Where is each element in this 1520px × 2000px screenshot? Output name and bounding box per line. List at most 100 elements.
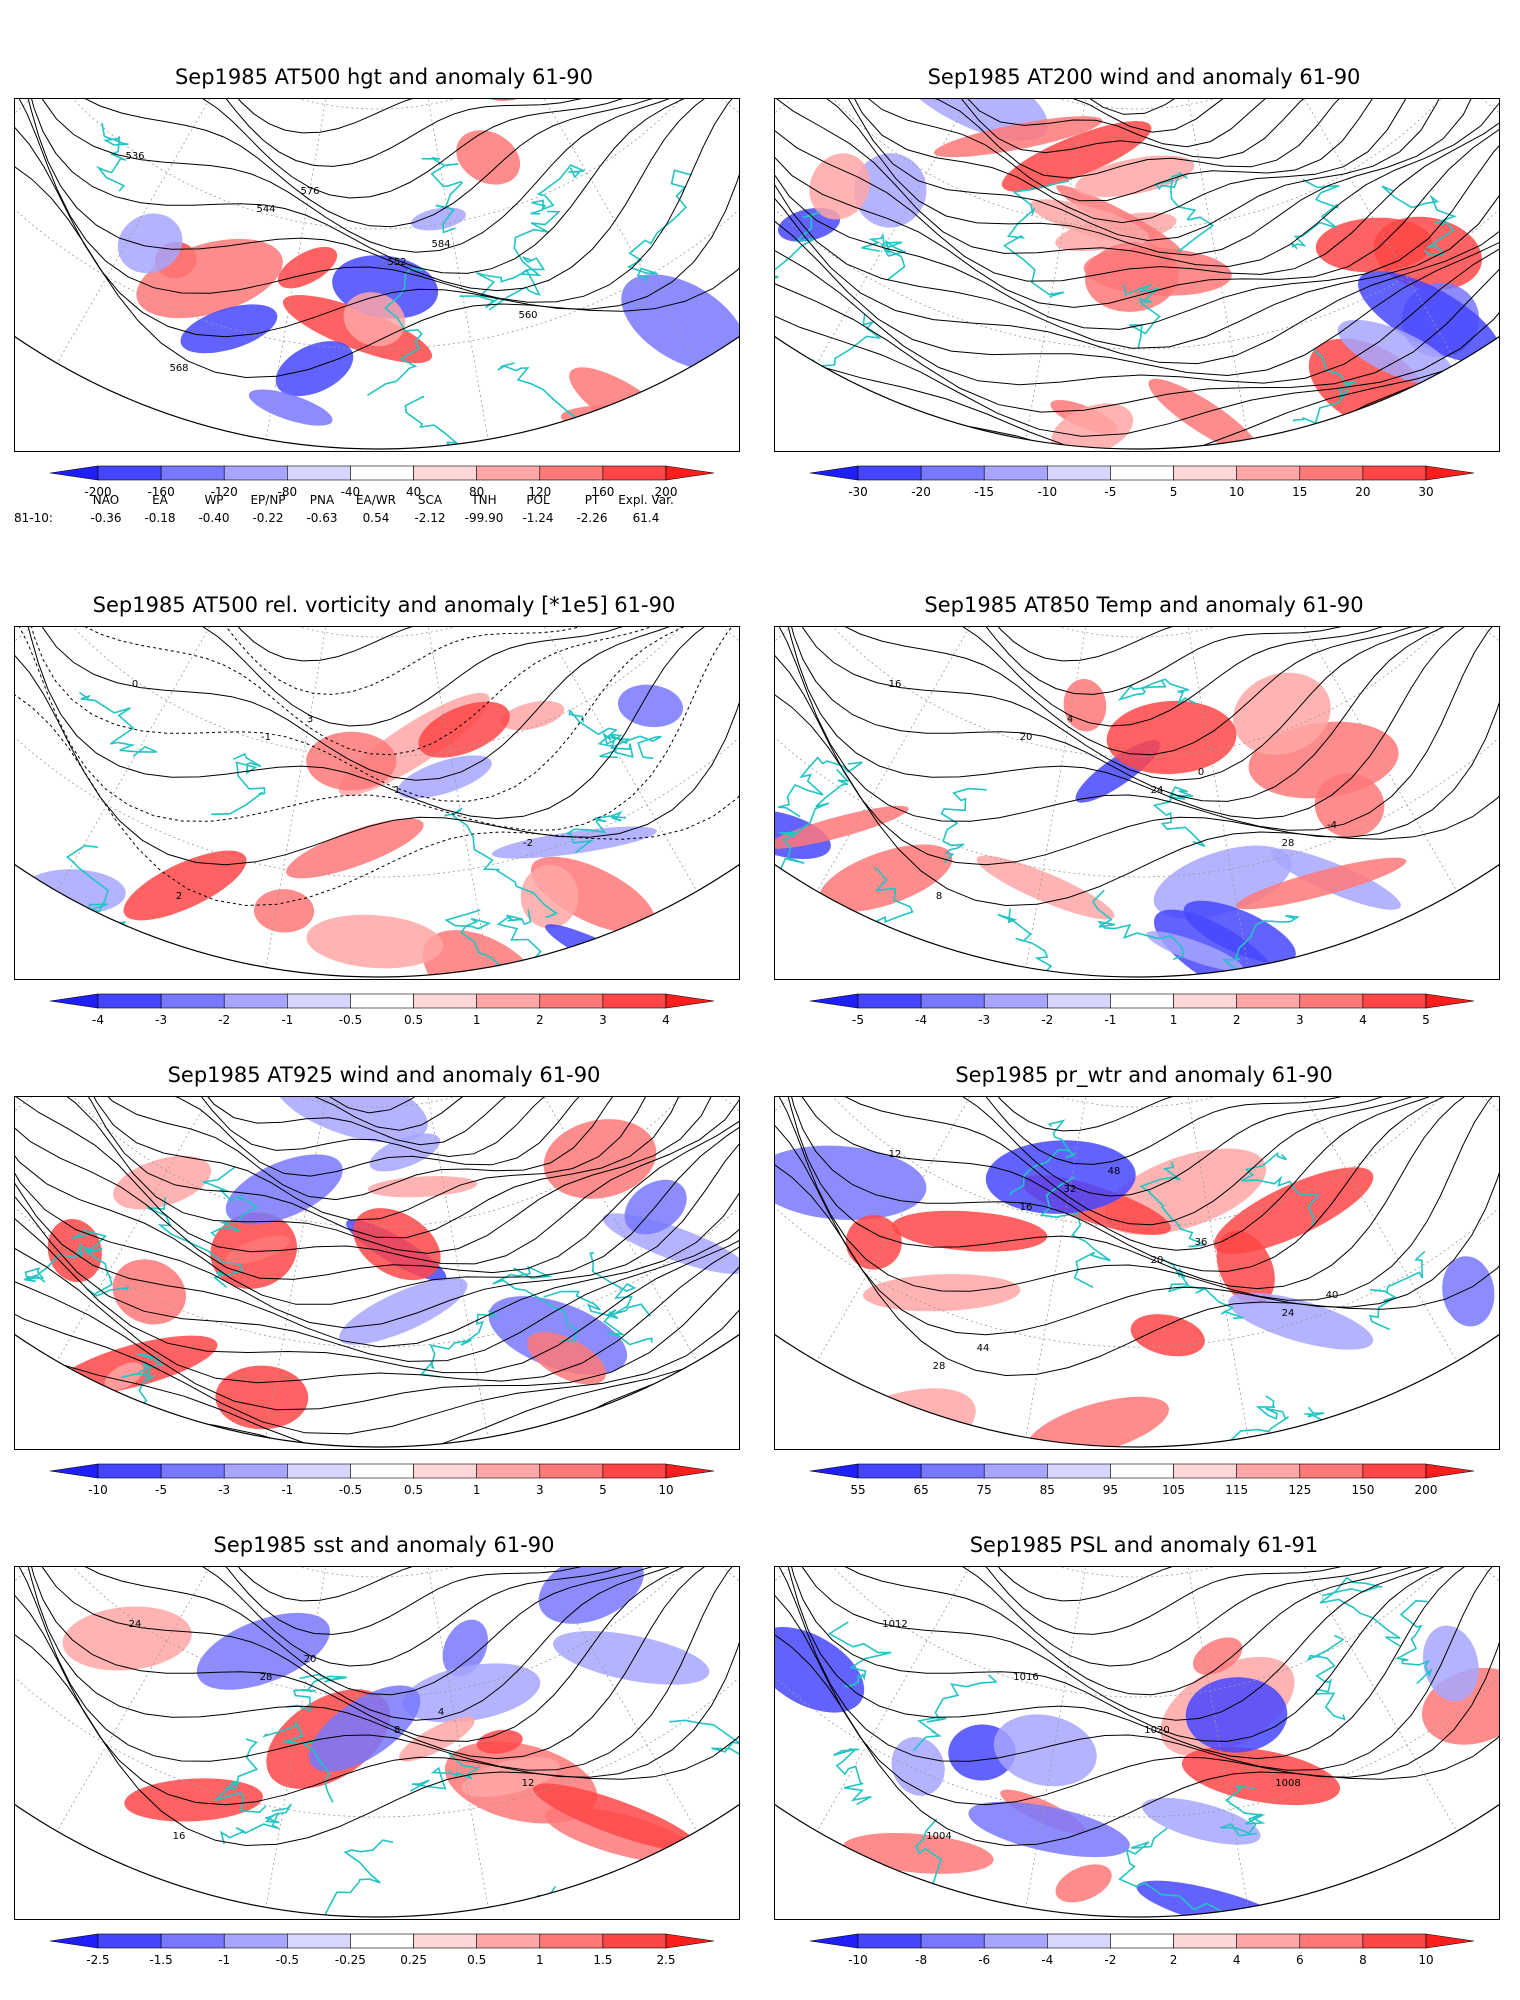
contour-line	[15, 99, 739, 274]
colorbar-tick-label: -10	[88, 1483, 108, 1497]
colorbar-tick-label: -2	[1041, 1013, 1053, 1027]
index-header: NAO	[92, 493, 120, 507]
anomaly-shade	[274, 1097, 428, 1143]
colorbar-box	[1110, 1933, 1174, 1949]
contour-line	[33, 99, 697, 199]
anomaly-shade	[891, 1737, 945, 1796]
panel-title: Sep1985 AT200 wind and anomaly 61-90	[927, 65, 1361, 89]
colorbar-box	[1362, 993, 1427, 1009]
map-svg: 536 544 552 560 568 576 584	[15, 99, 739, 450]
anomaly-shade	[930, 438, 983, 449]
anomaly-shade	[117, 213, 183, 274]
colorbar-svg: -200 -160 -120 -80 -40 40 80 120 160 200	[49, 465, 715, 499]
panel-title: Sep1985 AT850 Temp and anomaly 61-90	[924, 593, 1364, 617]
colorbar-box	[857, 993, 922, 1009]
colorbar-high-arrow	[1425, 1933, 1475, 1949]
meridian	[1136, 99, 1499, 221]
colorbar-box	[97, 993, 162, 1009]
meridian	[376, 1097, 489, 1438]
colorbar-sst: -2.5 -1.5 -1 -0.5 -0.25 0.25 0.5 1 1.5 2.5	[14, 1930, 738, 1976]
contour-label: -4	[1327, 820, 1337, 831]
colorbar-box	[476, 1463, 541, 1479]
contour-label: 28	[1282, 838, 1295, 849]
anomaly-shade	[339, 1277, 468, 1345]
colorbar-tick-label: -3	[155, 1013, 167, 1027]
contour-label: 44	[977, 1343, 990, 1354]
coastline	[997, 908, 1064, 977]
streamline	[15, 1097, 739, 1254]
contour-label: 12	[522, 1778, 535, 1789]
colorbar-high-arrow	[1425, 1463, 1475, 1479]
projection-edge	[15, 1333, 739, 1448]
contour-line	[793, 1567, 1457, 1667]
colorbar-tick-label: -1	[1104, 1013, 1116, 1027]
contour-label: 1	[394, 785, 400, 796]
anomaly-shade	[1029, 199, 1150, 243]
coastline	[669, 1719, 739, 1765]
contour-line	[829, 1097, 1411, 1132]
colorbar-prwtr: 55 65 75 85 95 105 115 125 150 200	[774, 1460, 1498, 1506]
anomaly-shade	[422, 930, 546, 977]
contour-line	[15, 627, 739, 802]
contour-line	[775, 1567, 1499, 1760]
contour-line	[775, 627, 1499, 802]
colorbar-tick-label: 75	[977, 1483, 992, 1497]
anomaly-shade	[775, 1627, 865, 1713]
colorbar-box	[1047, 465, 1111, 481]
colorbar-box	[1047, 993, 1111, 1009]
map-content	[15, 99, 739, 449]
index-value: -99.90	[464, 511, 504, 525]
streamline	[807, 99, 1499, 224]
colorbar-box	[223, 465, 288, 481]
contour-label: -2	[523, 838, 533, 849]
colorbar-box	[287, 1933, 351, 1949]
meridian	[816, 1567, 1138, 1832]
index-header: Expl. Var.	[618, 493, 674, 507]
colorbar-svg: 55 65 75 85 95 105 115 125 150 200	[809, 1463, 1475, 1497]
anomaly-shade	[47, 1218, 102, 1283]
streamline	[775, 99, 1499, 282]
streamline	[828, 99, 1436, 159]
anomaly-shade	[1142, 1797, 1261, 1845]
anomaly-shade	[248, 389, 333, 426]
anomaly-shade	[573, 1097, 733, 1098]
colorbar-low-arrow	[809, 465, 859, 481]
colorbar-box	[1236, 1463, 1301, 1479]
coastline	[568, 709, 662, 759]
latitude-circle	[836, 627, 1438, 638]
contour-label: 16	[1020, 1202, 1033, 1213]
contour-line	[775, 1567, 1499, 1806]
contour-line	[17, 99, 739, 253]
map-hgt500: 536 544 552 560 568 576 584	[14, 98, 740, 452]
contour-line	[775, 1567, 1499, 1771]
contour-line	[806, 627, 1429, 695]
contour-line	[17, 1567, 739, 1721]
anomaly-shade	[538, 1567, 644, 1624]
map-svg: 24 28 8 12 16 20 4	[15, 1567, 739, 1918]
colorbar-tick-label: 5	[1422, 1013, 1430, 1027]
contour-label: 576	[300, 186, 319, 197]
colorbar-wind925: -10 -5 -3 -1 -0.5 0.5 1 3 5 10	[14, 1460, 738, 1506]
anomaly-shade	[275, 341, 354, 397]
anomaly-shade	[809, 153, 870, 220]
streamline	[775, 99, 1499, 308]
anomaly-shade	[22, 869, 126, 915]
colorbar-box	[539, 1463, 604, 1479]
anomaly-shade	[1181, 1746, 1341, 1806]
contour-label: 40	[1326, 1290, 1339, 1301]
map-svg: 16 20 24 28 8 4 0 -4	[775, 627, 1499, 978]
colorbar-tick-label: -40	[341, 485, 361, 499]
coastline	[626, 169, 693, 283]
map-wind200	[774, 98, 1500, 452]
anomaly-shade	[903, 1432, 1048, 1449]
contour-line	[15, 627, 739, 831]
meridian	[1025, 99, 1138, 440]
coastline	[459, 256, 546, 309]
coastline	[1092, 889, 1185, 961]
contour-label: 8	[936, 891, 942, 902]
anomaly-shade	[1146, 931, 1243, 972]
colorbar-box	[1362, 1463, 1427, 1479]
anomaly-shade	[398, 1716, 475, 1762]
coastline	[940, 787, 987, 864]
latitude-circle	[76, 1097, 678, 1108]
